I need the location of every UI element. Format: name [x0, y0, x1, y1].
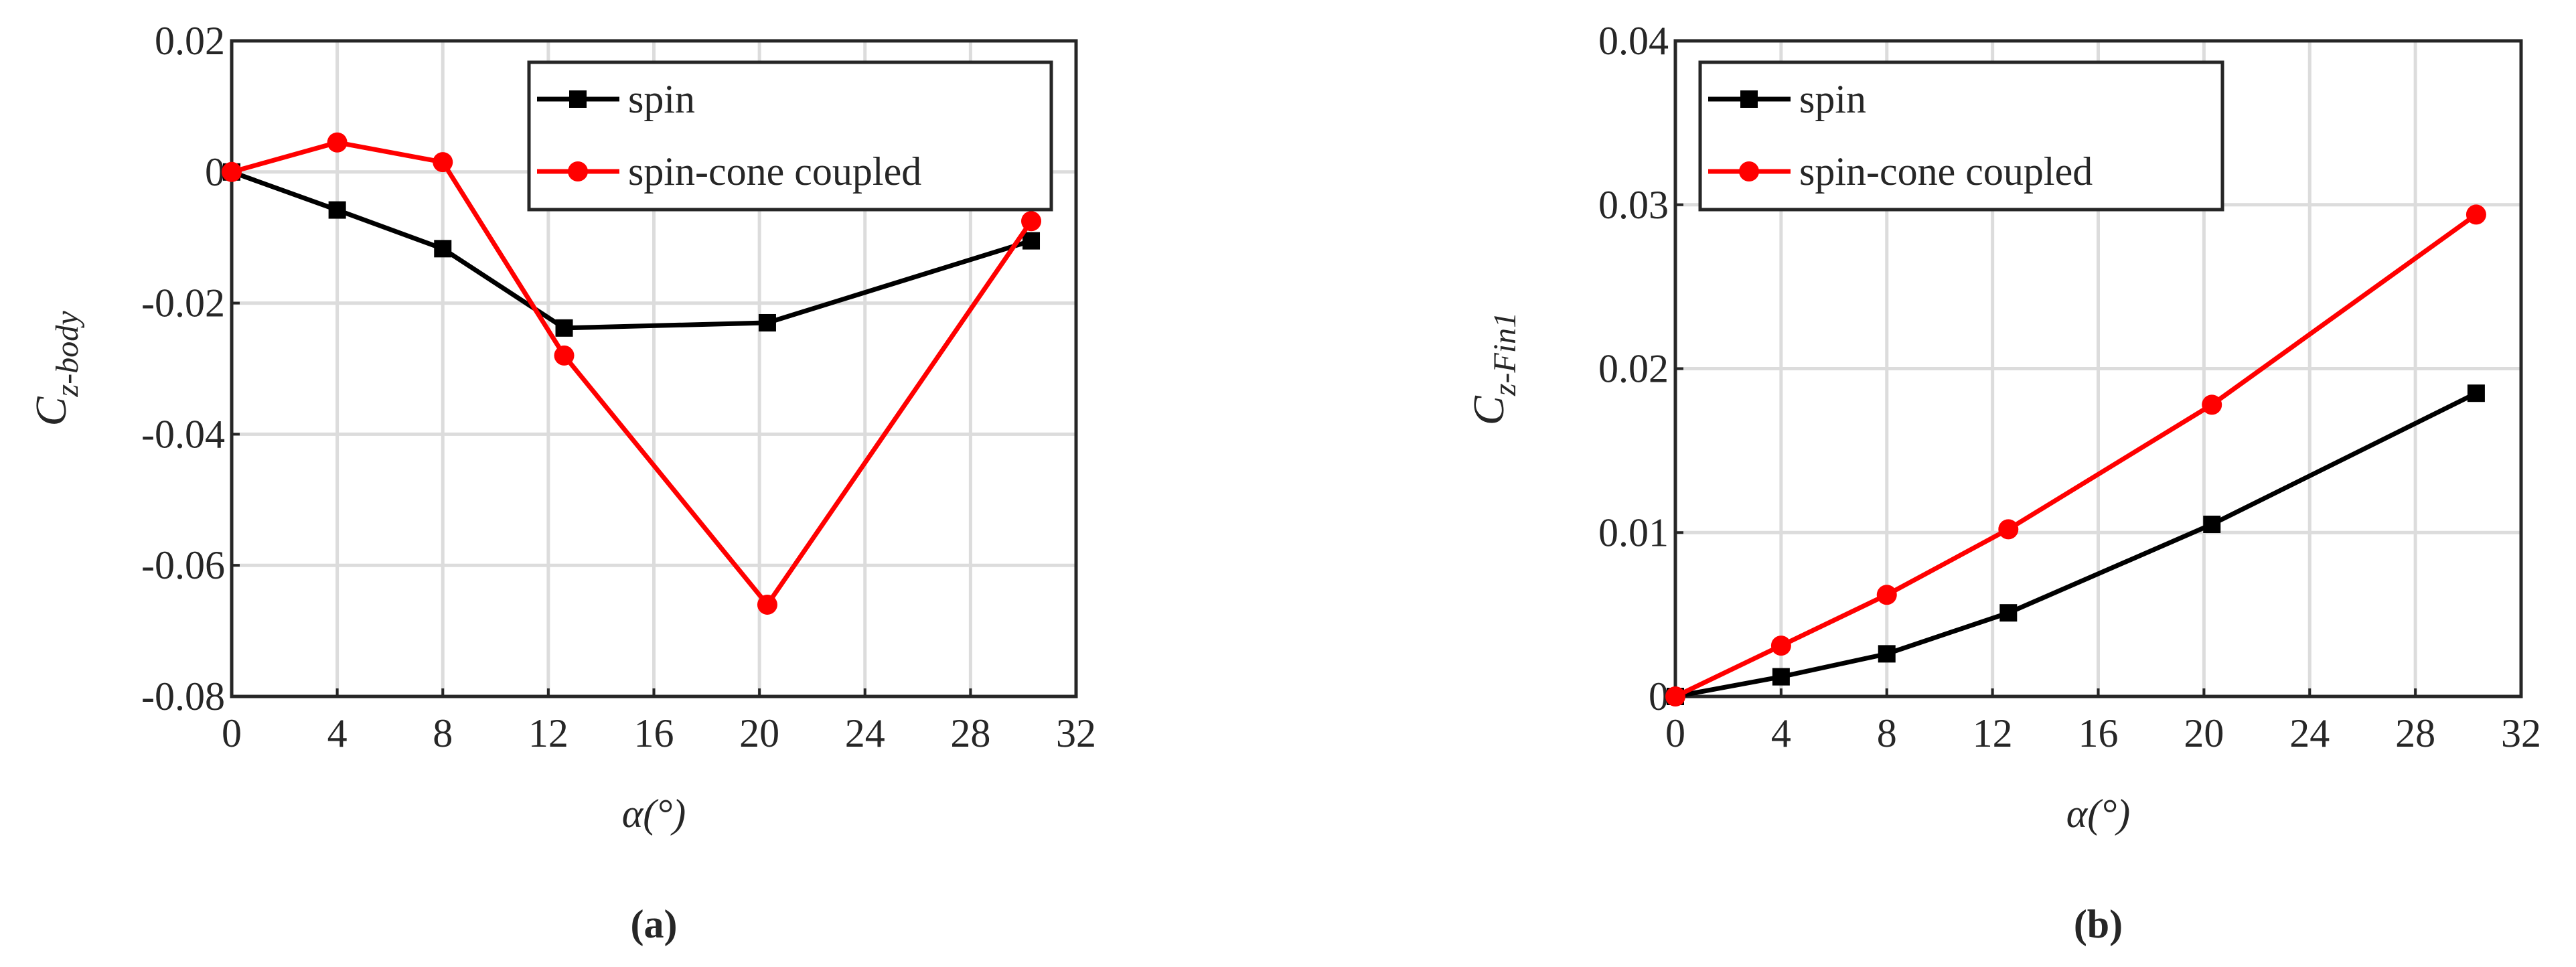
- x-tick-label: 32: [1056, 711, 1096, 755]
- x-tick-label: 4: [1771, 711, 1791, 755]
- legend-marker: [1739, 161, 1759, 181]
- marker: [1022, 232, 1041, 250]
- x-tick-label: 24: [845, 711, 885, 755]
- x-tick-label: 12: [528, 711, 569, 755]
- marker: [2467, 384, 2485, 402]
- legend-marker: [568, 161, 588, 181]
- x-tick-label: 20: [739, 711, 779, 755]
- plot-frame: [230, 39, 1078, 698]
- x-tick-label: 12: [1973, 711, 2013, 755]
- marker: [1021, 211, 1042, 232]
- x-tick-label: 8: [1877, 711, 1897, 755]
- x-tick-label: 28: [2395, 711, 2435, 755]
- x-tick-label: 16: [634, 711, 674, 755]
- legend-label: spin: [628, 77, 695, 121]
- x-tick-label: 32: [2501, 711, 2541, 755]
- y-tick-label: -0.04: [141, 412, 225, 456]
- y-tick-label: 0.04: [1598, 19, 1669, 63]
- x-tick-label: 0: [222, 711, 242, 755]
- marker: [328, 201, 346, 219]
- y-axis-label: Cz-Fin1: [1464, 312, 1523, 425]
- x-tick-label: 4: [327, 711, 348, 755]
- y-tick-label: 0.02: [1598, 347, 1669, 391]
- y-axis-label-main: C: [27, 396, 76, 427]
- x-tick-label: 16: [2078, 711, 2119, 755]
- y-tick-label: 0.01: [1598, 510, 1669, 554]
- marker: [433, 152, 453, 173]
- legend-box: [1698, 60, 2224, 212]
- x-axis-label: α(°): [622, 792, 686, 836]
- marker: [758, 313, 776, 331]
- y-tick-label: -0.06: [141, 543, 225, 587]
- x-axis-label: α(°): [2066, 792, 2130, 836]
- y-tick-label: -0.02: [141, 281, 225, 325]
- y-axis-label-main: C: [1464, 395, 1513, 425]
- marker: [1665, 686, 1685, 706]
- series-line: [1674, 212, 2478, 699]
- marker: [222, 161, 242, 182]
- marker: [555, 319, 573, 337]
- chart: 0 4 8 12 16 20 24 28 3200.010.020.030.04spinspin…: [1464, 19, 2541, 946]
- y-tick-label: -0.08: [141, 674, 225, 719]
- marker: [1770, 636, 1791, 656]
- marker: [2202, 394, 2222, 415]
- marker: [1876, 585, 1897, 605]
- legend-label: spin-cone coupled: [1799, 149, 2093, 194]
- marker: [1772, 668, 1790, 686]
- legend-marker: [1740, 90, 1758, 108]
- legend-label: spin: [1799, 77, 1866, 121]
- y-tick-label: 0.02: [155, 19, 225, 63]
- marker: [757, 594, 777, 615]
- series-line: [230, 169, 1033, 331]
- x-tick-label: 20: [2184, 711, 2224, 755]
- marker: [2466, 204, 2486, 225]
- legend-marker: [569, 90, 587, 108]
- y-tick-label: 0.03: [1598, 183, 1669, 227]
- marker: [1998, 519, 2019, 540]
- marker: [434, 240, 452, 258]
- legend-box: [527, 60, 1053, 212]
- legend-label: spin-cone coupled: [628, 149, 921, 194]
- marker: [327, 132, 348, 153]
- marker: [2203, 516, 2221, 534]
- y-axis-label: Cz-body: [27, 311, 85, 427]
- caption: (b): [2074, 902, 2123, 946]
- marker: [554, 345, 575, 366]
- x-tick-label: 28: [950, 711, 990, 755]
- x-tick-label: 0: [1665, 711, 1685, 755]
- y-axis-label-sub: z-Fin1: [1487, 312, 1523, 396]
- chart: 0 4 8 12 16 20 24 28 32-0.08-0.06-0.04-0.0200.02…: [27, 19, 1096, 946]
- marker: [1999, 604, 2018, 622]
- series-line: [231, 140, 1033, 609]
- x-tick-label: 8: [433, 711, 453, 755]
- plot-frame: [1673, 39, 2523, 698]
- caption: (a): [631, 902, 678, 946]
- y-axis-label-sub: z-body: [50, 311, 85, 398]
- x-tick-label: 24: [2289, 711, 2330, 755]
- series-line: [1675, 391, 2478, 699]
- marker: [1878, 645, 1896, 663]
